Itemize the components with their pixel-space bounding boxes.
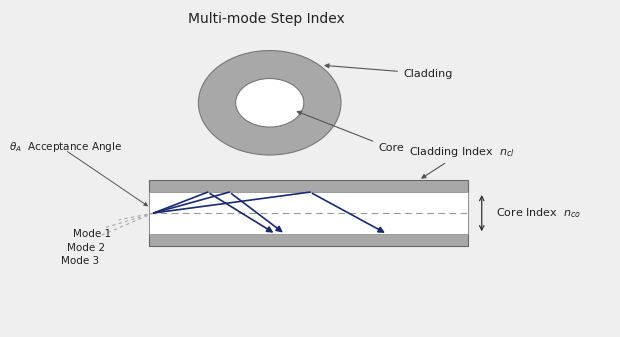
Bar	[149, 180, 468, 246]
Text: $\theta_A$  Acceptance Angle: $\theta_A$ Acceptance Angle	[9, 140, 122, 154]
Text: Mode 1: Mode 1	[73, 229, 111, 239]
Text: Core: Core	[298, 111, 404, 153]
Text: Multi-mode Step Index: Multi-mode Step Index	[188, 12, 345, 26]
Ellipse shape	[198, 51, 341, 155]
Text: Mode 2: Mode 2	[67, 243, 105, 253]
Bar	[149, 192, 468, 234]
Text: Mode 3: Mode 3	[61, 256, 99, 266]
Text: Cladding Index  $n_{cl}$: Cladding Index $n_{cl}$	[409, 145, 515, 178]
Text: Core Index  $n_{co}$: Core Index $n_{co}$	[496, 206, 581, 220]
Text: Cladding: Cladding	[325, 64, 453, 79]
Ellipse shape	[236, 79, 304, 127]
